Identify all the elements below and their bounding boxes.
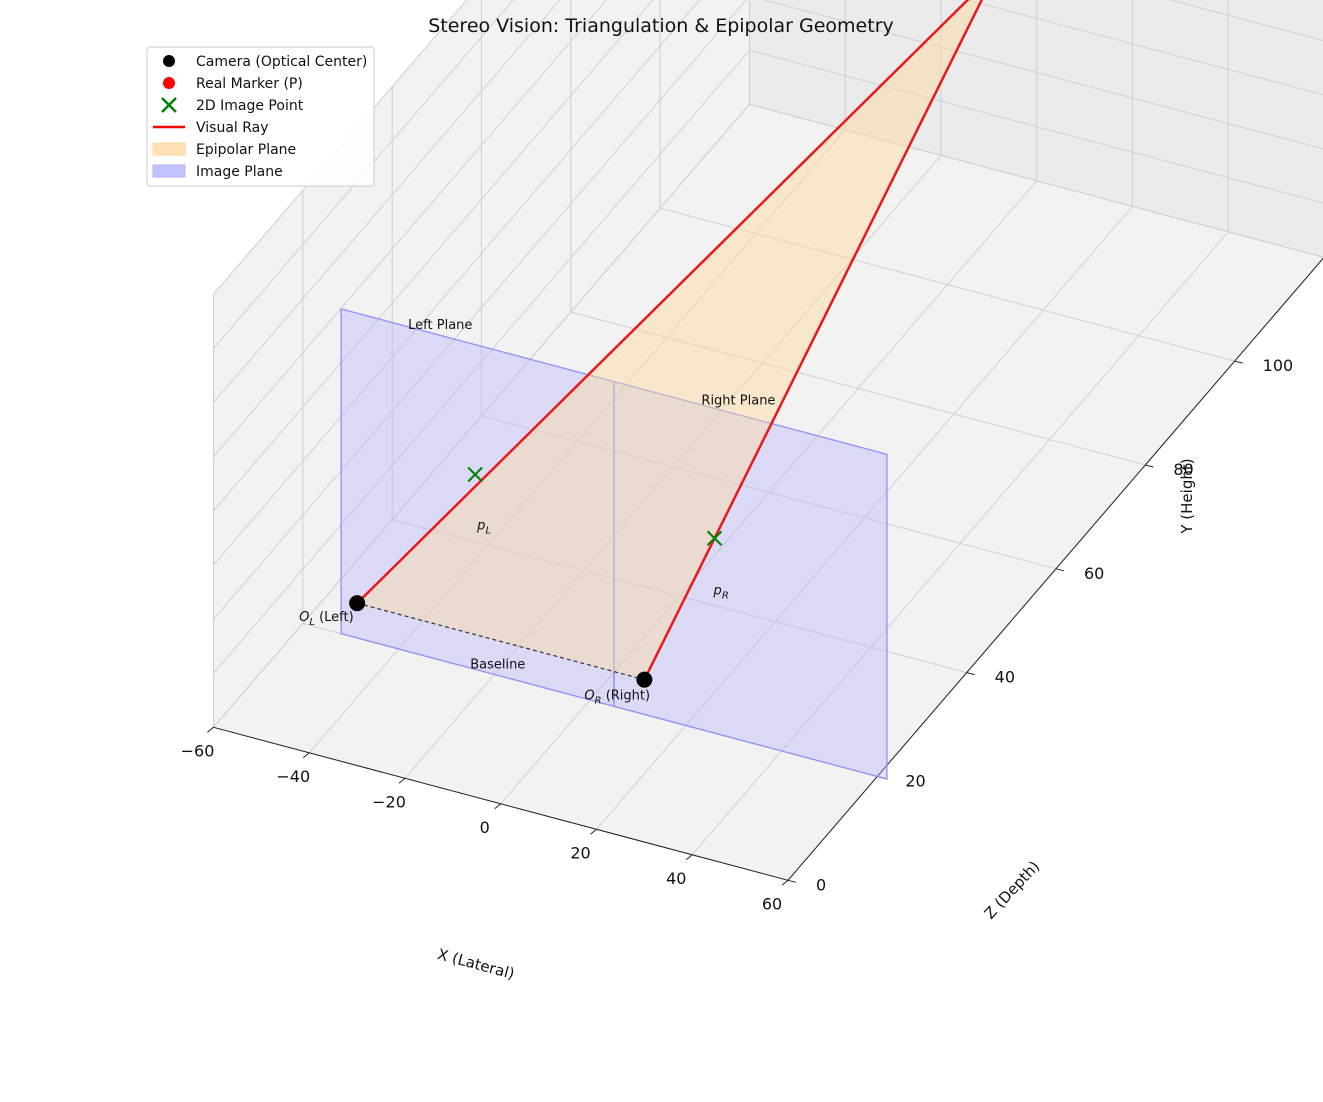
x-tick-mark — [685, 854, 693, 861]
camera-left-marker — [349, 595, 366, 612]
grid-line — [213, 0, 561, 403]
z-tick-mark — [1055, 568, 1065, 572]
legend-entry: Epipolar Plane — [152, 142, 296, 158]
grid-line — [965, 0, 1323, 96]
x-tick-label: 0 — [480, 818, 490, 837]
z-tick-label: 40 — [995, 668, 1015, 687]
legend-entry: Image Plane — [152, 164, 283, 180]
label-subscript: R — [722, 590, 729, 601]
legend-frame — [146, 46, 375, 187]
label-main: O — [584, 689, 594, 704]
grid-line — [213, 0, 514, 349]
x-tick-label: 40 — [666, 869, 686, 888]
legend-label: Visual Ray — [196, 120, 269, 136]
chart-marks — [349, 0, 984, 688]
x-tick-label: −40 — [276, 767, 310, 786]
legend-swatch — [152, 142, 186, 156]
label-main: p — [713, 583, 722, 598]
cross-stroke — [706, 530, 723, 546]
grid-line — [213, 0, 747, 620]
grid-line — [213, 0, 701, 566]
z-tick-mark — [1145, 464, 1154, 468]
y-axis-label: Y (Height) — [1178, 458, 1196, 534]
epipolar-plane — [357, 0, 982, 680]
x-tick-mark — [590, 828, 597, 835]
grid-line — [660, 207, 1235, 362]
label-rest: (Left) — [315, 610, 354, 625]
x-tick-label: 20 — [570, 843, 590, 862]
legend-entry: 2D Image Point — [161, 97, 304, 114]
grid-line — [570, 311, 1146, 466]
right-plane-label: Right Plane — [701, 393, 775, 408]
x-axis-label: X (Lateral) — [436, 945, 517, 983]
label-subscript: L — [309, 617, 315, 628]
left-plane-label: Left Plane — [408, 318, 472, 333]
z-tick-label: 20 — [905, 771, 925, 790]
z-axis-label: Z (Depth) — [981, 857, 1044, 922]
image-point-right-marker — [706, 530, 723, 546]
legend-label: Epipolar Plane — [196, 142, 296, 158]
grid-line — [749, 49, 1323, 204]
legend-entry: Visual Ray — [153, 120, 269, 136]
label-subscript: L — [485, 526, 491, 537]
legend-label: Real Marker (P) — [196, 76, 303, 92]
x-tick-mark — [398, 777, 406, 784]
legend-swatch — [152, 164, 186, 178]
visual-ray-right — [643, 0, 984, 681]
legend-label: 2D Image Point — [196, 98, 304, 114]
x-tick-label: −20 — [372, 792, 406, 811]
x-tick-label: 60 — [762, 894, 782, 913]
grid-line — [213, 49, 750, 674]
o-left-label: OL (Left) — [299, 610, 354, 628]
z-tick-label: 80 — [1173, 460, 1193, 479]
p-left-label: pL — [476, 519, 491, 537]
grid-line — [392, 519, 967, 674]
grid-line — [1168, 0, 1323, 42]
legend-swatch — [163, 77, 175, 89]
legend-label: Image Plane — [196, 164, 283, 180]
z-tick-mark — [1234, 360, 1243, 364]
legend: Camera (Optical Center) Real Marker (P) 2D… — [146, 46, 375, 187]
image-point-left-marker — [467, 466, 483, 483]
x-tick-mark — [494, 803, 502, 810]
legend-label: Camera (Optical Center) — [196, 54, 367, 70]
right-image-plane — [613, 380, 888, 780]
camera-right-marker — [636, 671, 653, 688]
grid-line — [481, 415, 1057, 570]
legend-swatch — [161, 97, 177, 113]
x-tick-label: −60 — [181, 741, 215, 760]
p-right-label: pR — [713, 583, 729, 601]
grid-line — [213, 0, 608, 458]
x-tick-mark — [781, 879, 789, 886]
label-main: O — [299, 610, 309, 625]
label-subscript: R — [595, 696, 602, 707]
z-tick-label: 60 — [1084, 564, 1104, 583]
visual-ray-left — [356, 0, 970, 605]
x-tick-mark — [207, 726, 214, 733]
legend-swatch — [163, 55, 175, 67]
z-tick-label: 0 — [816, 875, 826, 894]
z-tick-label: 100 — [1263, 356, 1294, 375]
chart-title: Stereo Vision: Triangulation & Epipolar … — [428, 15, 894, 37]
z-tick-mark — [787, 879, 797, 883]
grid-line — [213, 103, 750, 728]
cross-stroke — [467, 466, 483, 483]
grid-line — [762, 0, 1323, 150]
label-rest: (Right) — [602, 689, 651, 704]
grid-line — [213, 0, 654, 512]
legend-entry: Real Marker (P) — [163, 76, 303, 92]
baseline-label: Baseline — [470, 657, 525, 672]
label-main: p — [476, 519, 485, 534]
image-planes — [340, 308, 888, 780]
z-tick-mark — [966, 672, 975, 676]
o-right-label: OR (Right) — [584, 689, 650, 707]
legend-entry: Camera (Optical Center) — [163, 54, 367, 70]
grid-line — [213, 0, 468, 295]
x-tick-mark — [302, 752, 310, 759]
baseline-line — [356, 602, 645, 681]
grid-line — [749, 103, 1323, 258]
